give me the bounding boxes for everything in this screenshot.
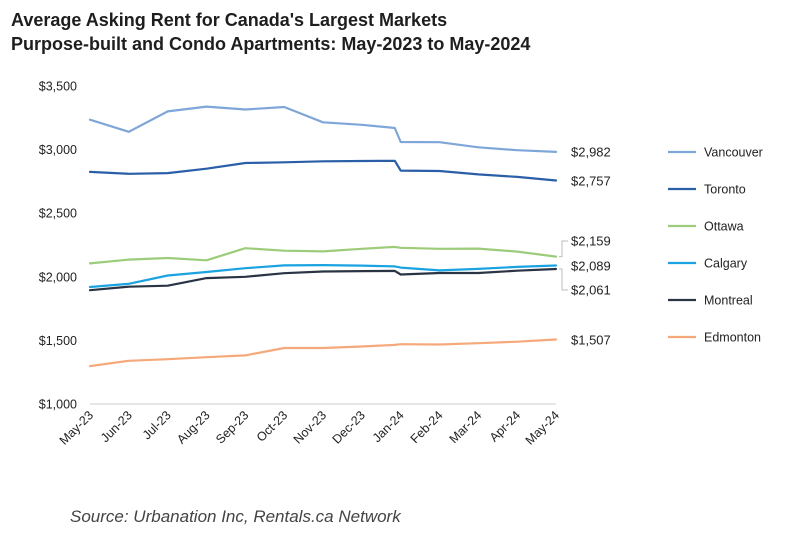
x-tick-label: May-24 (523, 408, 562, 447)
x-tick-label: Jul-23 (140, 408, 174, 442)
y-tick-label: $1,000 (39, 398, 77, 412)
end-label-toronto: $2,757 (571, 174, 611, 189)
chart-title: Average Asking Rent for Canada's Largest… (11, 10, 448, 30)
end-label-callouts (559, 240, 568, 291)
legend-label: Vancouver (704, 146, 763, 160)
series-line-toronto (88, 159, 558, 182)
end-label-vancouver: $2,982 (571, 145, 611, 160)
end-label-ottawa: $2,159 (571, 234, 611, 249)
x-tick-label: Oct-23 (254, 408, 290, 444)
x-tick-label: Apr-24 (487, 408, 523, 444)
chart-subtitle: Purpose-built and Condo Apartments: May-… (11, 34, 531, 54)
end-label-calgary: $2,089 (571, 259, 611, 274)
legend-label: Ottawa (704, 220, 744, 234)
end-label-edmonton: $1,507 (571, 333, 611, 348)
legend: Vancouver Toronto Ottawa Calgary Montreal Edm… (668, 146, 763, 345)
x-tick-label: Nov-23 (291, 408, 329, 446)
y-tick-label: $3,000 (39, 143, 77, 157)
x-tick-label: Jun-23 (98, 408, 135, 445)
y-axis-ticks: $1,000 $1,500 $2,000 $2,500 $3,000 $3,500 (39, 80, 77, 412)
x-tick-label: Mar-24 (447, 408, 485, 446)
legend-label: Calgary (704, 257, 748, 271)
callout-line (559, 240, 568, 258)
end-labels: $2,982 $2,757 $2,159 $2,089 $2,061 $1,507 (571, 145, 611, 348)
y-tick-label: $2,500 (39, 207, 77, 221)
y-tick-label: $1,500 (39, 334, 77, 348)
series-line-edmonton (88, 338, 558, 368)
y-tick-label: $2,000 (39, 270, 77, 284)
series-line-ottawa (88, 245, 558, 265)
x-tick-label: May-23 (57, 408, 96, 447)
x-tick-label: Dec-23 (330, 408, 368, 446)
end-label-montreal: $2,061 (571, 283, 611, 298)
series-line-vancouver (88, 105, 558, 153)
x-tick-label: Feb-24 (408, 408, 446, 446)
legend-label: Edmonton (704, 331, 761, 345)
source-note: Source: Urbanation Inc, Rentals.ca Netwo… (70, 507, 401, 526)
series-line-calgary (88, 264, 558, 289)
y-tick-label: $3,500 (39, 80, 77, 94)
callout-line (559, 268, 568, 291)
x-tick-label: Jan-24 (370, 408, 407, 445)
x-tick-label: Aug-23 (174, 408, 212, 446)
legend-label: Toronto (704, 183, 746, 197)
legend-label: Montreal (704, 294, 753, 308)
x-tick-label: Sep-23 (213, 408, 251, 446)
chart-title-block: Average Asking Rent for Canada's Largest… (11, 8, 771, 56)
series-lines (88, 105, 558, 368)
series-line-montreal (88, 267, 558, 292)
x-axis-ticks: May-23 Jun-23 Jul-23 Aug-23 Sep-23 Oct-23 Nov-… (57, 408, 562, 447)
